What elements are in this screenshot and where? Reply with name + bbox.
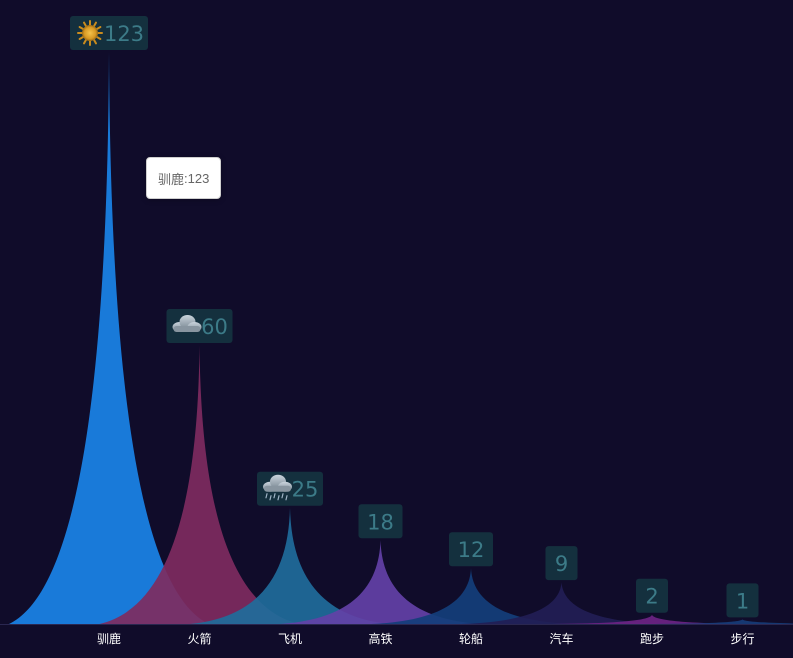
x-tick-label: 汽车 [549,631,573,646]
data-label: 18 [358,504,403,539]
spike-8[interactable] [642,619,793,624]
data-label: 60 [166,308,233,343]
data-label-text: 25 [292,478,319,502]
x-tick-label: 高铁 [368,631,392,646]
data-label: 123 [70,16,148,50]
data-labels-layer: 123 60 25 18 12 9 2 1 [70,16,759,618]
data-label-text: 1 [736,589,749,613]
tooltip-series: 驯鹿 [158,171,185,187]
tooltip-separator: : [184,170,188,186]
x-axis: 驯鹿 火箭 飞机 高铁 轮船 汽车 跑步 步行 [0,624,793,646]
tooltip: 驯鹿: 123 [146,157,222,199]
sun-icon [77,20,103,46]
data-label-box [358,504,403,539]
tooltip-value: 123 [187,170,210,186]
spike-6[interactable] [461,582,662,624]
x-tick-label: 跑步 [640,632,664,646]
data-label: 25 [257,471,323,506]
data-label: 1 [726,583,759,618]
spike-7[interactable] [552,614,752,624]
rain-cloud-icon [263,474,292,501]
data-label-text: 18 [367,510,394,534]
x-tick-label: 轮船 [459,632,483,646]
spike-3[interactable] [190,507,390,624]
data-label-text: 9 [555,552,568,576]
spike-4[interactable] [280,540,481,624]
cloud-icon [172,314,202,332]
spike-1[interactable] [9,52,209,624]
data-label: 2 [636,578,668,613]
data-label-box [545,546,578,581]
x-tick-label: 驯鹿 [97,631,121,646]
data-label-box [636,578,668,613]
data-label-box [449,532,493,567]
data-label: 9 [545,546,578,581]
data-label-text: 123 [104,22,144,46]
x-tick-label: 步行 [730,632,754,646]
spike-5[interactable] [371,568,571,624]
x-tick-label: 飞机 [278,632,302,646]
data-label-text: 12 [458,538,485,562]
data-label-box [726,583,759,618]
data-label: 12 [449,532,493,567]
data-label-text: 2 [645,585,658,609]
spike-2[interactable] [99,344,300,624]
data-label-text: 60 [201,315,228,339]
x-tick-label: 火箭 [187,631,211,646]
spikes-layer [9,52,793,624]
